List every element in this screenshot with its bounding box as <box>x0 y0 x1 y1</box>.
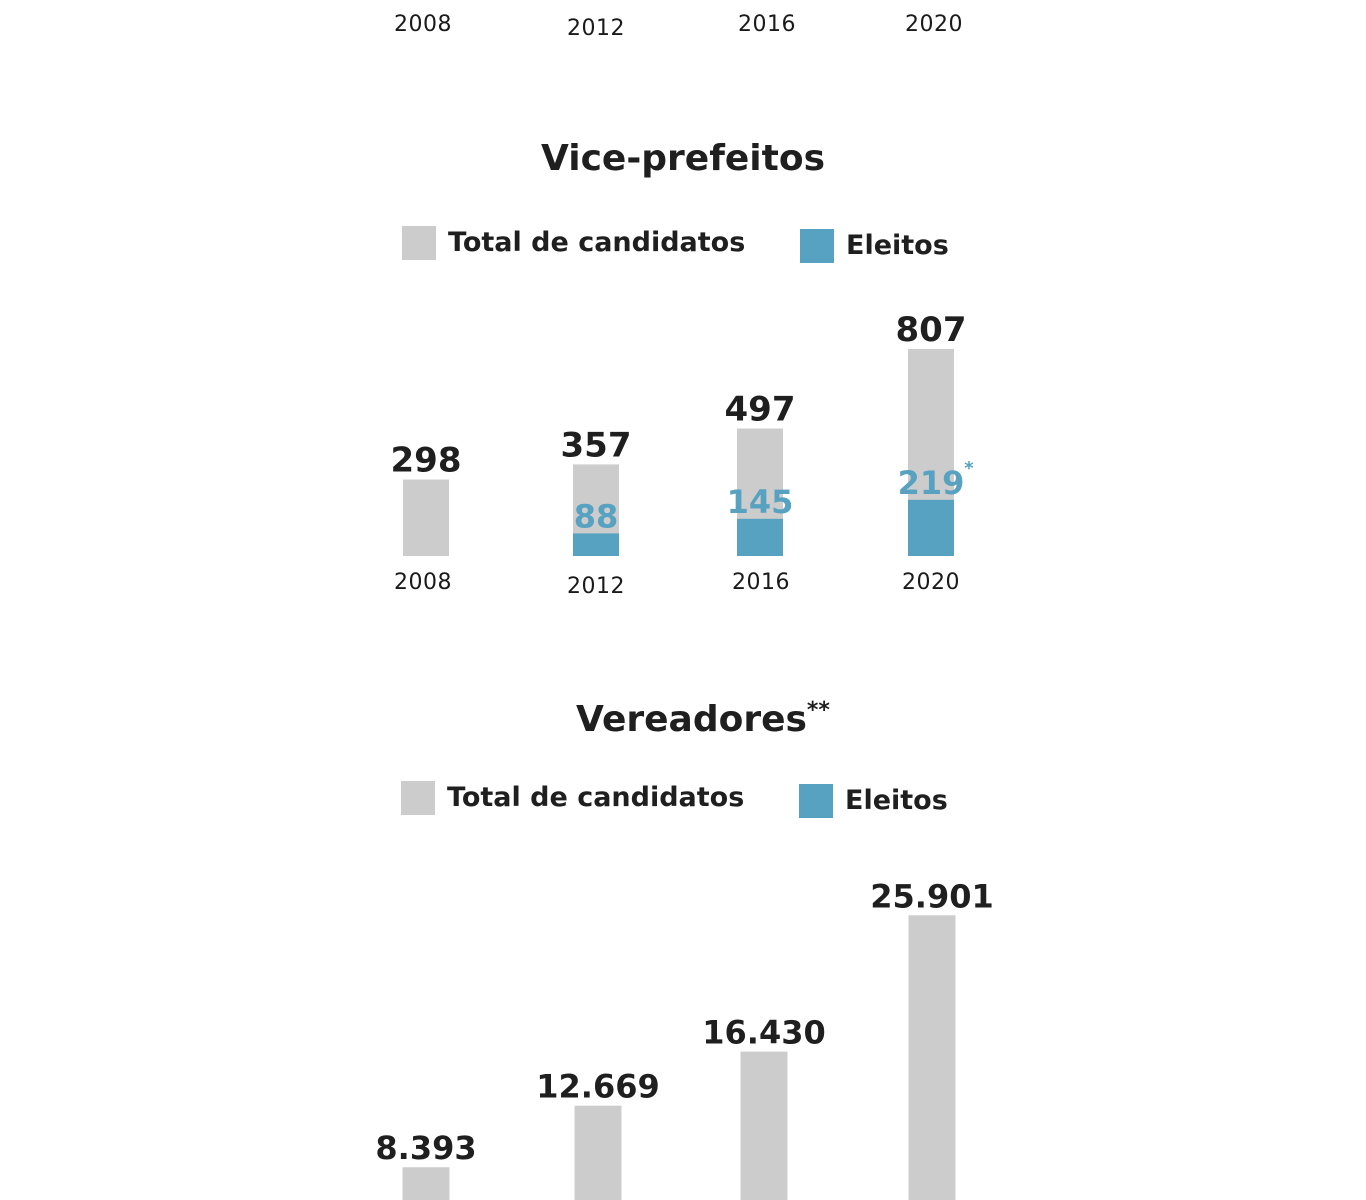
value-label-total-2016: 16.430 <box>702 1014 825 1052</box>
chart-title-vereadores: Vereadores** <box>0 698 1366 740</box>
value-label-total-2008: 298 <box>391 441 462 481</box>
chart-title-text: Vereadores <box>576 699 807 740</box>
value-label-eleitos-2012: 88 <box>574 497 619 535</box>
legend-label-total: Total de candidatos <box>448 227 746 258</box>
year-label-2012: 2012 <box>567 16 625 41</box>
value-label-total-2016: 497 <box>725 390 796 430</box>
bar-total-2020 <box>908 915 956 1200</box>
footnote-mark-eleitos-2020: * <box>964 458 974 479</box>
legend-label-eleitos: Eleitos <box>845 785 948 816</box>
bar-eleitos-2016 <box>737 518 783 556</box>
value-label-total-2012: 12.669 <box>536 1068 659 1106</box>
legend-swatch-eleitos <box>800 229 834 263</box>
value-label-total-2012: 357 <box>561 425 632 465</box>
year-label-2020: 2020 <box>905 12 963 37</box>
year-label-2008: 2008 <box>394 12 452 37</box>
bar-total-2008 <box>403 479 449 556</box>
legend-swatch-eleitos <box>799 784 833 818</box>
value-label-total-2020: 25.901 <box>870 877 993 915</box>
x-tick-2020: 2020 <box>902 570 960 595</box>
bar-total-2016 <box>740 1051 788 1200</box>
legend-swatch-total <box>402 226 436 260</box>
legend-swatch-total <box>401 781 435 815</box>
bar-eleitos-2020 <box>908 499 954 556</box>
chart-title-text: Vice-prefeitos <box>541 138 825 179</box>
x-tick-2012: 2012 <box>567 574 625 599</box>
bar-total-2012 <box>574 1105 622 1200</box>
value-label-eleitos-2016: 145 <box>727 483 794 521</box>
legend-label-eleitos: Eleitos <box>846 230 949 261</box>
bar-eleitos-2012 <box>573 533 619 556</box>
chart-title-vice-prefeitos: Vice-prefeitos <box>0 138 1366 179</box>
year-label-2016: 2016 <box>738 12 796 37</box>
value-label-total-2008: 8.393 <box>375 1129 476 1167</box>
x-tick-2016: 2016 <box>732 570 790 595</box>
value-label-total-2020: 807 <box>896 310 967 350</box>
bar-total-2008 <box>402 1167 450 1200</box>
value-label-eleitos-2020: 219 <box>898 464 965 502</box>
chart-title-footnote-mark: ** <box>806 698 830 723</box>
x-tick-2008: 2008 <box>394 570 452 595</box>
legend-label-total: Total de candidatos <box>447 782 745 813</box>
